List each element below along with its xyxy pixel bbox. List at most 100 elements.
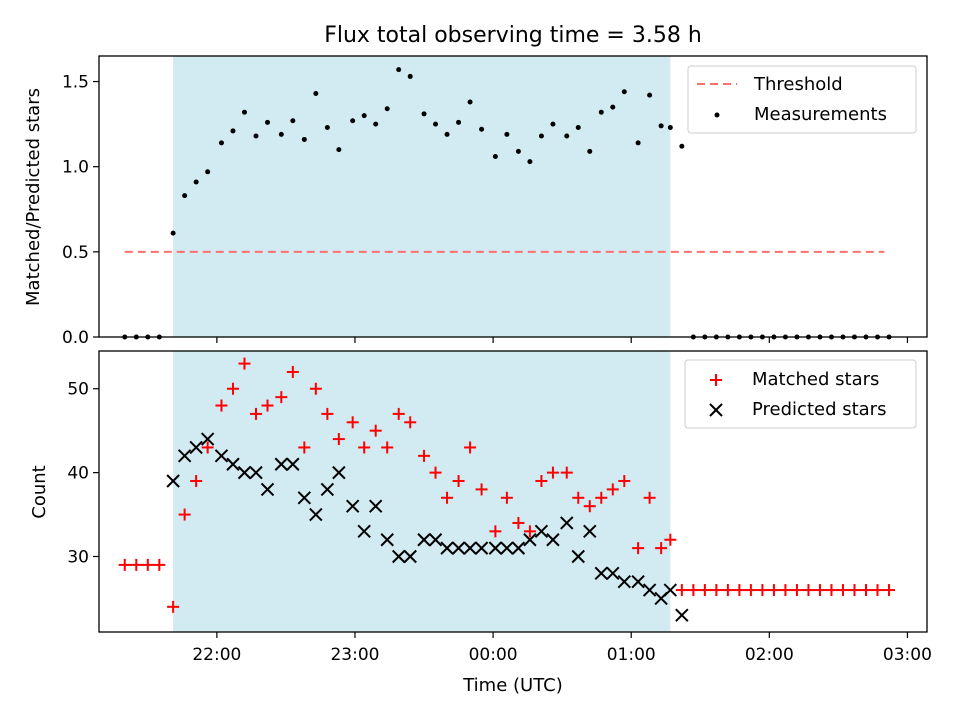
matched-star-point [859,584,872,597]
matched-star-point [512,516,525,529]
measurement-point [467,99,473,105]
predicted-star-point [380,533,394,547]
predicted-star-point [345,499,360,513]
matched-star-point [779,584,792,597]
x-tick-label: 00:00 [469,645,518,665]
top-y-tick-label: 1.0 [62,158,89,178]
measurement-point [456,119,462,125]
legend-threshold-label: Threshold [753,74,843,95]
predicted-star-point [297,491,312,505]
measurement-point [667,125,673,131]
measurement-point [527,159,533,165]
matched-star-point [675,584,688,597]
bottom-plot-frame [98,350,928,633]
matched-star-point [756,584,769,597]
measurement-point [575,125,581,131]
measurement-points [122,67,892,340]
measurement-point [479,126,485,132]
matched-star-point [418,449,431,462]
predicted-star-point [583,524,597,539]
legend-matched-swatch [710,374,722,386]
predicted-star-point [488,541,503,555]
predicted-star-point [500,541,514,555]
x-tick-label: 01:00 [607,645,656,665]
predicted-star-point [237,465,252,480]
predicted-star-point [357,524,371,539]
top-legend: Threshold Measurements [687,65,917,134]
top-y-axis-label: Matched/Predicted stars [23,88,44,306]
measurement-point [241,109,247,115]
matched-star-point [215,399,228,412]
measurement-point [587,148,593,154]
measurement-point [538,133,544,139]
predicted-star-point [309,507,323,522]
predicted-star-point [474,541,489,555]
matched-star-point [883,584,896,597]
top-axis-ticks: 0.0 0.5 1.0 1.5 [62,73,909,348]
predicted-star-point [286,457,300,471]
predicted-star-point [428,533,443,547]
matched-star-point [848,584,861,597]
matched-star-point [346,416,359,429]
bottom-y-axis-label: Count [29,465,50,518]
legend-measurements-label: Measurements [754,104,887,125]
matched-star-point [643,491,656,504]
predicted-star-point [368,499,383,513]
matched-star-point [190,475,203,488]
matched-star-point [871,584,884,597]
predicted-star-point [631,574,645,589]
x-tick-label: 03:00 [883,645,932,665]
predicted-star-point [451,541,466,555]
measurement-point [278,131,284,137]
measurement-point [361,113,367,119]
predicted-star-point [166,474,180,488]
bottom-legend-box [684,359,917,429]
predicted-star-point [189,440,203,455]
measurement-point [290,118,296,124]
measurement-point [265,119,271,125]
predicted-star-point [606,566,620,580]
top-legend-box [687,65,917,134]
predicted-star-point [642,583,657,597]
matched-star-point [332,433,345,446]
predicted-star-point [560,516,574,530]
measurement-point [182,193,188,199]
matched-star-point [535,475,548,488]
top-y-tick-label: 0.0 [62,328,89,348]
x-tick-label: 02:00 [745,645,794,665]
measurement-point [647,92,653,98]
matched-star-point [238,357,251,370]
predicted-star-point [177,449,192,463]
measurement-point [396,67,402,73]
top-observing-window [173,56,671,337]
matched-star-point [404,416,417,429]
measurement-point [350,118,356,124]
matched-star-point [825,584,838,597]
predicted-star-point [403,549,417,564]
x-tick-label: 22:00 [192,645,241,665]
predicted-star-point [571,549,585,564]
matched-star-point [298,441,311,454]
matched-star-point [721,584,734,597]
measurement-point [253,133,259,139]
matched-star-point [767,584,780,597]
matched-star-point [583,500,596,513]
measurement-point [324,125,330,131]
matched-star-point [560,466,573,479]
chart-title: Flux total observing time = 3.58 h [324,23,702,48]
matched-star-point [489,525,502,538]
matched-star-point [275,391,288,404]
predicted-star-point [663,583,678,597]
bottom-axis-ticks: 22:00 23:00 00:00 01:00 02:00 03:00 30 40 50 [67,380,932,665]
matched-star-point [429,466,442,479]
predicted-star-point [440,541,454,555]
predicted-star-point [392,549,406,564]
matched-star-point [790,584,803,597]
measurement-point [564,133,570,139]
predicted-star-point [523,533,537,547]
matched-star-point [618,475,631,488]
top-panel: 0.0 0.5 1.0 1.5 Matched/Predicted stars Thr… [23,55,928,348]
measurement-point [373,121,379,127]
predicted-star-point [417,533,431,547]
